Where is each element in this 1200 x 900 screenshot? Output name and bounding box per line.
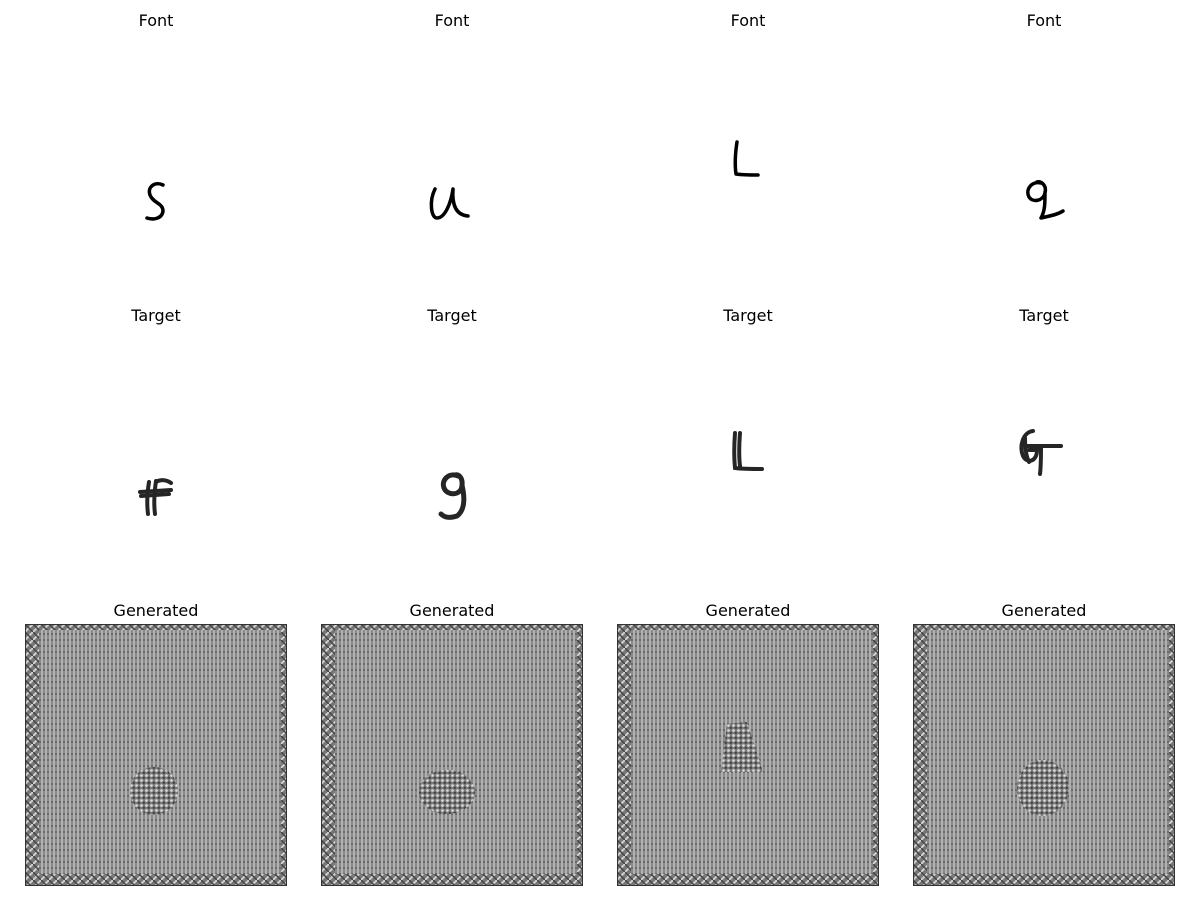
title-target-2: Target: [427, 306, 477, 325]
u-glyph-icon: [429, 187, 470, 220]
noise-texture: [617, 624, 879, 886]
title-font-3: Font: [730, 11, 766, 30]
l-glyph-icon: [733, 140, 760, 177]
noise-texture: [913, 624, 1175, 886]
title-generated-3: Generated: [705, 601, 791, 620]
title-generated-1: Generated: [113, 601, 199, 620]
ff-glyph-icon: [138, 478, 173, 516]
font-panel-2: [321, 35, 583, 297]
title-font-2: Font: [434, 11, 470, 30]
title-generated-2: Generated: [409, 601, 495, 620]
title-font-1: Font: [138, 11, 174, 30]
title-generated-4: Generated: [1001, 601, 1087, 620]
target-panel-3: [617, 330, 879, 592]
noise-texture: [321, 624, 583, 886]
title-target-3: Target: [723, 306, 773, 325]
target-panel-4: [913, 330, 1175, 592]
target-panel-2: [321, 330, 583, 592]
generated-panel-3: [617, 624, 879, 886]
q-glyph-icon: [1026, 180, 1065, 220]
title-target-4: Target: [1019, 306, 1069, 325]
generated-panel-4: [913, 624, 1175, 886]
gt-glyph-icon: [1019, 429, 1063, 476]
g-glyph-icon: [438, 472, 467, 520]
font-panel-3: [617, 35, 879, 297]
target-panel-1: [25, 330, 287, 592]
ll-glyph-icon: [732, 431, 764, 471]
font-panel-4: [913, 35, 1175, 297]
font-panel-1: [25, 35, 287, 297]
generated-panel-2: [321, 624, 583, 886]
generated-panel-1: [25, 624, 287, 886]
noise-texture: [25, 624, 287, 886]
s-glyph-icon: [145, 182, 165, 221]
title-target-1: Target: [131, 306, 181, 325]
title-font-4: Font: [1026, 11, 1062, 30]
